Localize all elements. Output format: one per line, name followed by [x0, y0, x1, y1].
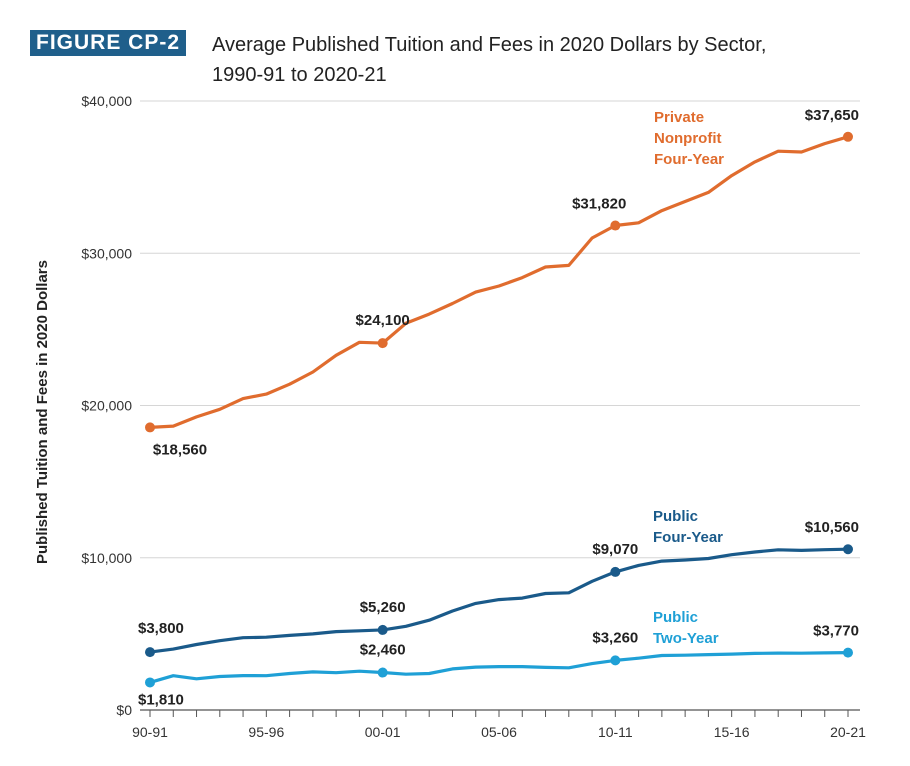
data-point-marker [610, 220, 621, 231]
series-line [148, 547, 850, 654]
y-tick-label: $30,000 [81, 245, 132, 261]
data-point-marker [377, 624, 388, 635]
y-axis-label: Published Tuition and Fees in 2020 Dolla… [34, 260, 51, 564]
data-point-marker [145, 647, 155, 658]
chart-title-line-1: Average Published Tuition and Fees in 20… [212, 34, 767, 56]
chart-title: Average Published Tuition and Fees in 20… [212, 30, 892, 90]
data-point-marker [610, 655, 621, 666]
x-tick-label: 05-06 [481, 724, 517, 740]
data-point-marker [145, 677, 155, 688]
data-label: $3,770 [813, 623, 859, 640]
data-label: $24,100 [356, 312, 410, 329]
figure-label: FIGURE CP-2 [30, 30, 187, 56]
data-point-marker [843, 544, 853, 555]
chart-title-line-2: 1990-91 to 2020-21 [212, 64, 387, 86]
data-label: $1,810 [138, 691, 184, 708]
series-line [148, 135, 850, 429]
y-tick-label: $0 [116, 702, 132, 718]
data-label: $37,650 [805, 107, 859, 124]
series-name-label: Four-Year [654, 151, 724, 168]
data-point-marker [145, 422, 155, 433]
series-name-label: Two-Year [653, 630, 719, 647]
x-tick-label: 10-11 [598, 724, 633, 740]
x-tick-label: 00-01 [365, 724, 401, 740]
data-point-marker [377, 667, 388, 678]
x-tick-label: 95-96 [248, 724, 284, 740]
data-label: $31,820 [572, 196, 626, 213]
y-tick-label: $10,000 [81, 550, 132, 566]
data-label: $10,560 [805, 519, 859, 536]
data-label: $3,260 [592, 629, 638, 646]
series-name-label: Public [653, 609, 698, 626]
y-tick-label: $40,000 [81, 93, 132, 109]
series-name-label: Nonprofit [654, 130, 721, 147]
data-label: $2,460 [360, 642, 406, 659]
data-point-marker [843, 131, 853, 142]
data-point-marker [843, 647, 853, 658]
data-point-marker [377, 338, 388, 349]
data-label: $5,260 [360, 599, 406, 616]
x-tick-label: 90-91 [132, 724, 168, 740]
series-name-label: Private [654, 109, 704, 126]
series-name-label: Four-Year [653, 529, 723, 546]
x-tick-label: 15-16 [714, 724, 750, 740]
data-label: $3,800 [138, 620, 184, 637]
series-name-label: Public [653, 508, 698, 525]
data-label: $18,560 [153, 441, 207, 458]
data-label: $9,070 [592, 541, 638, 558]
data-point-marker [610, 566, 621, 577]
series-line [148, 650, 850, 685]
y-tick-label: $20,000 [81, 398, 132, 414]
x-tick-label: 20-21 [830, 724, 866, 740]
